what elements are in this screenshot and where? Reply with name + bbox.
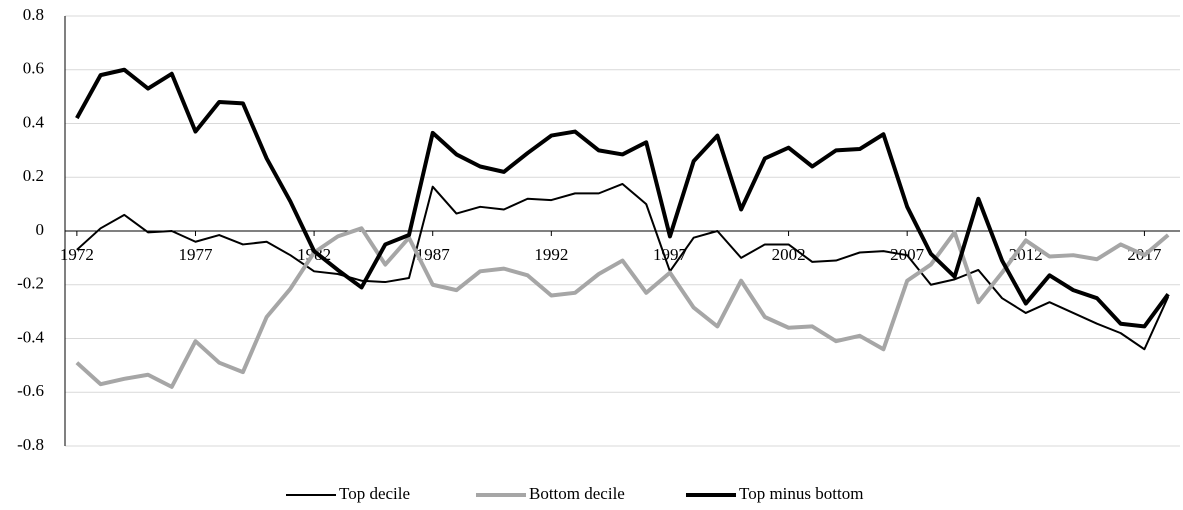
legend-label: Bottom decile [529, 484, 625, 503]
legend-label: Top decile [339, 484, 410, 503]
legend-label: Top minus bottom [739, 484, 863, 503]
series-line [76, 182, 1170, 351]
y-tick-label: 0.6 [23, 59, 44, 78]
x-tick-label: 1977 [178, 245, 213, 264]
x-tick-label: 1987 [416, 245, 451, 264]
y-tick-label: 0.2 [23, 166, 44, 185]
y-tick-label: -0.8 [17, 435, 44, 454]
series-line [75, 226, 1170, 389]
y-tick-label: 0.8 [23, 5, 44, 24]
y-tick-label: -0.2 [17, 274, 44, 293]
y-tick-label: -0.6 [17, 381, 44, 400]
y-tick-label: -0.4 [17, 327, 44, 346]
series-line [75, 67, 1170, 329]
x-tick-label: 1992 [534, 245, 568, 264]
y-tick-label: 0 [36, 220, 45, 239]
x-tick-label: 1972 [60, 245, 94, 264]
y-tick-label: 0.4 [23, 112, 45, 131]
